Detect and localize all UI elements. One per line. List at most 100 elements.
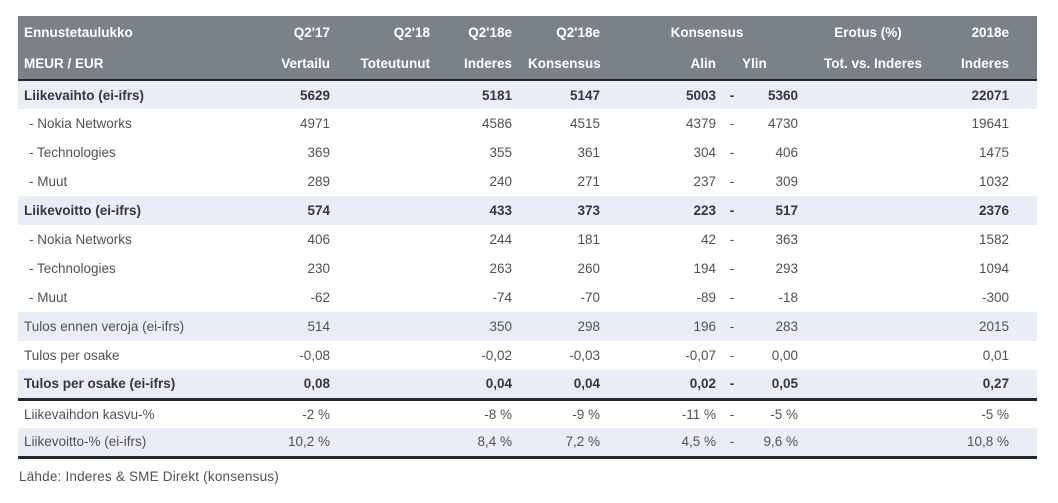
cell-alin: 196 [608, 312, 724, 341]
cell-erotus [806, 254, 930, 283]
cell-toteutunut [338, 254, 438, 283]
cell-inderes: 263 [489, 261, 512, 276]
cell-vertailu: 369 [307, 145, 330, 160]
subcol-header-2018e-inderes: Inderes [930, 48, 1037, 81]
cell-erotus [806, 370, 930, 399]
cell-alin: 0,02 [608, 370, 724, 399]
col-header-q218e-inderes: Q2'18e [438, 16, 520, 48]
cell-inderes: -0,02 [481, 348, 512, 363]
cell-konsensus: 373 [520, 196, 608, 225]
table-row: Liikevaihdon kasvu-% -2 % -8 % -9 % -11 % - -5… [18, 397, 1037, 428]
row-label: Tulos ennen veroja (ei-ifrs) [18, 312, 270, 341]
cell-alin: 5003 [608, 80, 724, 109]
cell-vertailu: -0,08 [299, 348, 330, 363]
range-separator: - [724, 370, 740, 399]
cell-toteutunut [338, 109, 438, 138]
cell-ylin: 9,6 % [740, 428, 806, 459]
unit-label: MEUR / EUR [18, 48, 270, 81]
cell-konsensus: 0,04 [520, 370, 608, 399]
cell-2018e: 1582 [978, 232, 1009, 247]
header-group-row: Ennustetaulukko Q2'17 Q2'18 Q2'18e Q2'18… [18, 16, 1037, 48]
cell-toteutunut [338, 225, 438, 254]
row-label: Liikevoitto-% (ei-ifrs) [18, 428, 270, 459]
cell-toteutunut [338, 341, 438, 370]
cell-ylin: -18 [778, 290, 798, 305]
cell-vertailu: -2 % [270, 397, 338, 428]
cell-erotus [806, 225, 930, 254]
cell-vertailu: 406 [307, 232, 330, 247]
col-header-q218: Q2'18 [338, 16, 438, 48]
cell-ylin: 5360 [740, 80, 806, 109]
cell-ylin: 4730 [767, 116, 798, 131]
cell-toteutunut [338, 80, 438, 109]
cell-ylin: 517 [740, 196, 806, 225]
cell-vertailu: 10,2 % [270, 428, 338, 459]
forecast-table: Ennustetaulukko Q2'17 Q2'18 Q2'18e Q2'18… [18, 16, 1037, 459]
cell-inderes: 0,04 [438, 370, 520, 399]
cell-alin: -11 % [608, 397, 724, 428]
cell-ylin: 309 [775, 174, 798, 189]
row-label: - Technologies [29, 145, 116, 160]
cell-alin: 237 [693, 174, 716, 189]
cell-inderes: 350 [438, 312, 520, 341]
cell-ylin: 0,00 [771, 348, 798, 363]
table-row: - Technologies 369 355 361 304- 406 1475 [18, 138, 1037, 167]
cell-erotus [806, 428, 930, 459]
range-separator: - [724, 428, 740, 459]
cell-alin: 4,5 % [608, 428, 724, 459]
cell-2018e: -5 % [930, 397, 1037, 428]
subcol-header-alin: Alin [608, 48, 724, 81]
cell-inderes: -8 % [438, 397, 520, 428]
cell-erotus [806, 167, 930, 196]
cell-2018e: 1475 [978, 145, 1009, 160]
range-separator: - [729, 290, 735, 305]
cell-erotus [806, 397, 930, 428]
cell-toteutunut [338, 138, 438, 167]
cell-vertailu: 514 [270, 312, 338, 341]
table-row: - Nokia Networks 406 244 181 42- 363 1582 [18, 225, 1037, 254]
table-row: - Nokia Networks 4971 4586 4515 4379- 4730 196… [18, 109, 1037, 138]
subcol-header-separator [724, 48, 740, 81]
cell-konsensus: 7,2 % [520, 428, 608, 459]
cell-inderes: -74 [492, 290, 512, 305]
cell-vertailu: -62 [310, 290, 330, 305]
range-separator: - [724, 80, 740, 109]
row-label: Liikevaihdon kasvu-% [18, 397, 270, 428]
cell-2018e: 0,27 [930, 370, 1037, 399]
subcol-header-tot-vs-inderes: Tot. vs. Inderes [806, 48, 930, 81]
table-row: Tulos per osake -0,08 -0,02 -0,03 -0,07- 0,00… [18, 341, 1037, 370]
cell-inderes: 5181 [438, 80, 520, 109]
cell-alin: -89 [696, 290, 716, 305]
range-separator: - [729, 145, 735, 160]
cell-konsensus: 260 [577, 261, 600, 276]
col-header-q218e-konsensus: Q2'18e [520, 16, 608, 48]
cell-2018e: 1094 [978, 261, 1009, 276]
cell-konsensus: 181 [577, 232, 600, 247]
subcol-header-toteutunut: Toteutunut [338, 48, 438, 81]
cell-toteutunut [338, 370, 438, 399]
range-separator: - [729, 116, 735, 131]
cell-konsensus: 271 [577, 174, 600, 189]
cell-erotus [806, 138, 930, 167]
cell-2018e: 2376 [930, 196, 1037, 225]
cell-alin: 304 [693, 145, 716, 160]
range-separator: - [724, 397, 740, 428]
cell-konsensus: 4515 [569, 116, 600, 131]
row-label: Tulos per osake [24, 348, 120, 363]
row-label: - Nokia Networks [29, 116, 132, 131]
cell-toteutunut [338, 428, 438, 459]
cell-erotus [806, 341, 930, 370]
source-note: Lähde: Inderes & SME Direkt (konsensus) [19, 468, 279, 484]
cell-konsensus: 298 [520, 312, 608, 341]
table-row: Liikevoitto-% (ei-ifrs) 10,2 % 8,4 % 7,2 % 4… [18, 428, 1037, 459]
cell-erotus [806, 283, 930, 312]
cell-inderes: 433 [438, 196, 520, 225]
cell-vertailu: 0,08 [270, 370, 338, 399]
table-row: Tulos per osake (ei-ifrs) 0,08 0,04 0,04 0,0… [18, 370, 1037, 399]
cell-ylin: 283 [740, 312, 806, 341]
col-header-q217: Q2'17 [270, 16, 338, 48]
table-row: Liikevoitto (ei-ifrs) 574 433 373 223-517 237… [18, 196, 1037, 225]
subcol-header-vertailu: Vertailu [270, 48, 338, 81]
cell-erotus [806, 196, 930, 225]
